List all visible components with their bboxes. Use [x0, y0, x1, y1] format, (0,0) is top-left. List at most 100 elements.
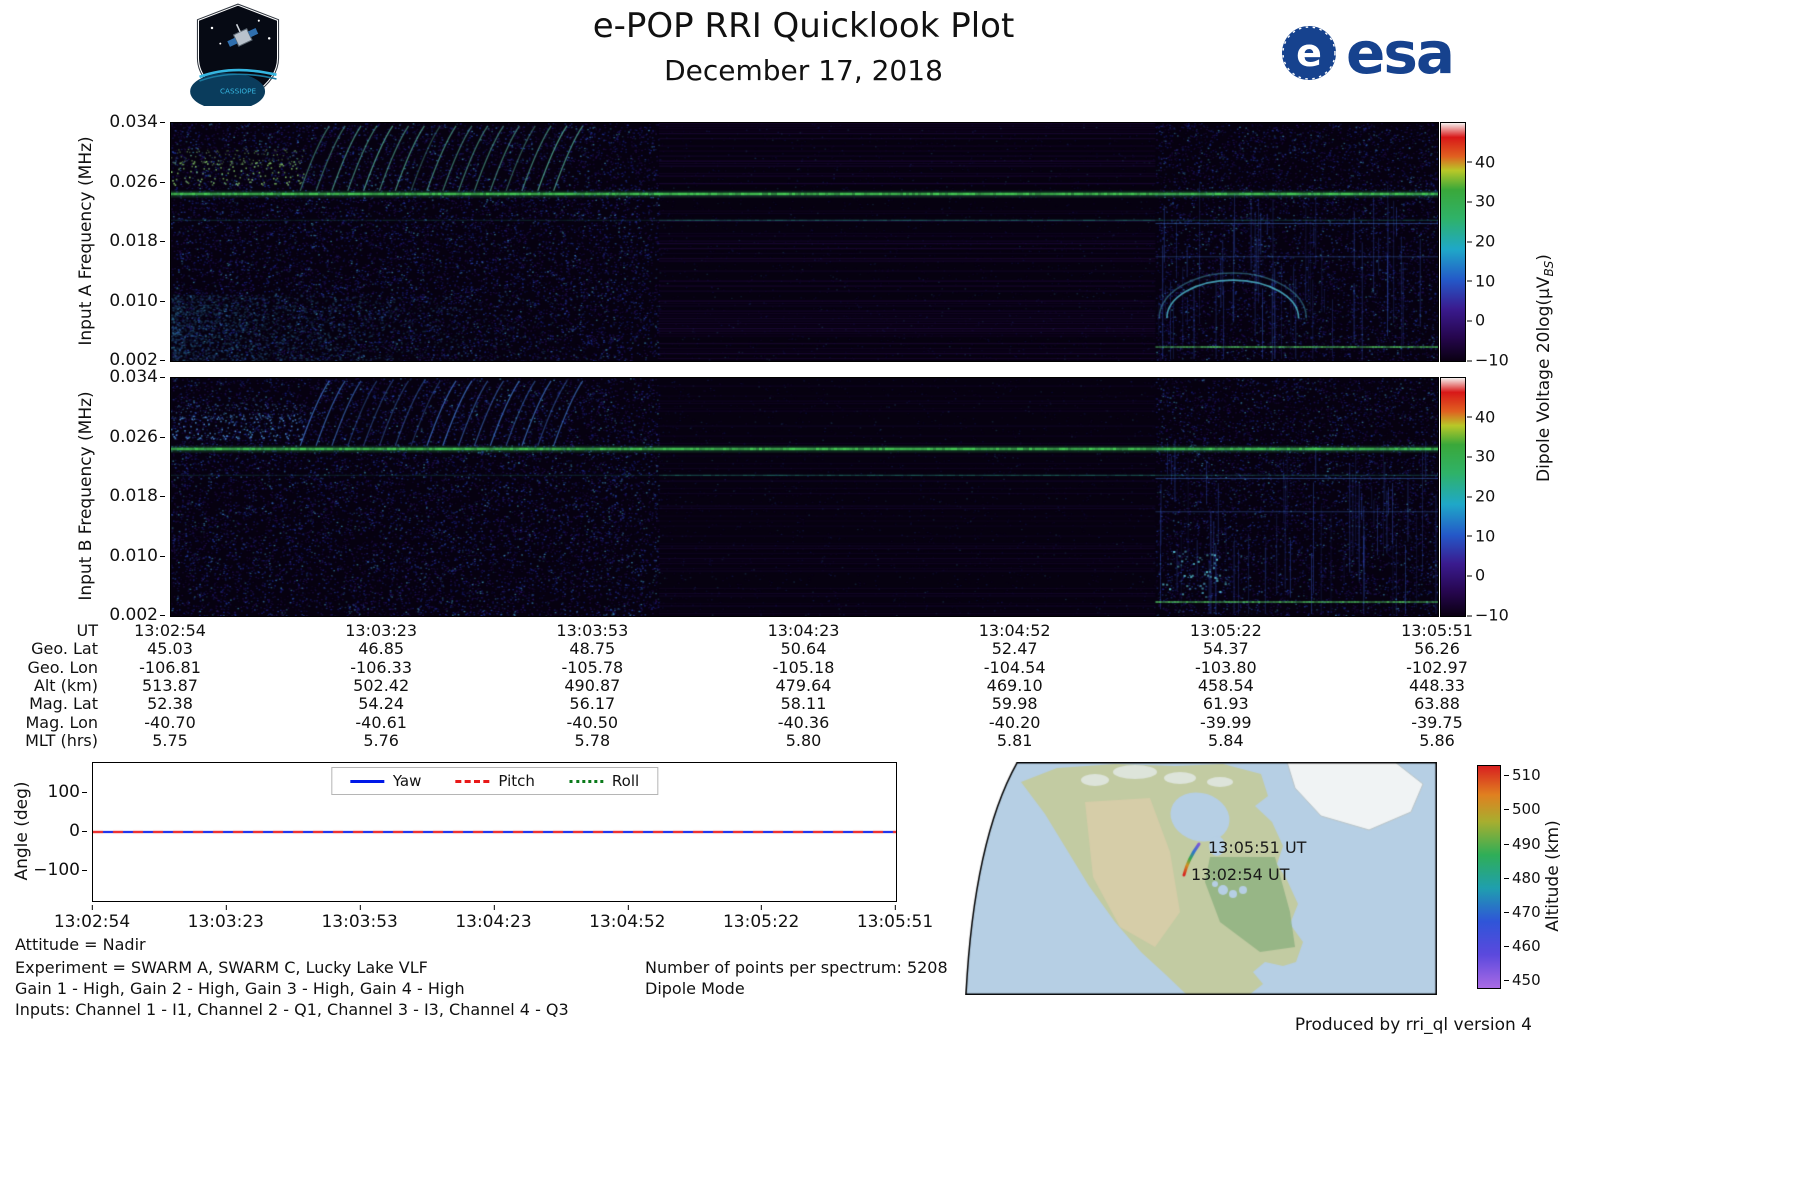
ephemeris-value: -40.70	[144, 712, 196, 732]
dipole-voltage-tick-label: 40	[1466, 407, 1496, 427]
ephemeris-value: 5.84	[1208, 730, 1244, 750]
inputs-note: Inputs: Channel 1 - I1, Channel 2 - Q1, …	[15, 1000, 569, 1019]
attitude-plot: Yaw Pitch Roll	[92, 762, 897, 902]
time-tick-label: 13:03:53	[321, 905, 398, 932]
altitude-tick-label: 470	[1504, 902, 1541, 921]
frequency-tick-label: 0.034	[109, 367, 165, 387]
dipole-voltage-tick-label: 10	[1466, 526, 1496, 546]
input-b-ytick-labels: 0.034 0.026 0.018 0.010 0.002	[100, 367, 165, 625]
gains-note: Gain 1 - High, Gain 2 - High, Gain 3 - H…	[15, 979, 465, 998]
ephemeris-row-label: MLT (hrs)	[25, 730, 98, 750]
time-tick-label: 13:05:22	[722, 905, 800, 932]
legend-item-pitch: Pitch	[455, 772, 535, 790]
ephemeris-value: 48.75	[569, 639, 616, 659]
ephemeris-row-label: UT	[76, 621, 98, 640]
dipole-label-subscript: BS	[1542, 260, 1557, 277]
ephemeris-value: 56.17	[569, 694, 616, 714]
ephemeris-value: -104.54	[983, 657, 1046, 677]
ephemeris-value: 13:04:52	[978, 621, 1051, 640]
satellite-icon	[227, 23, 259, 47]
ephemeris-row: Alt (km) 513.87 502.42 490.87 479.64 469.10 45…	[0, 675, 1560, 695]
input-a-ytick-labels: 0.034 0.026 0.018 0.010 0.002	[100, 112, 165, 370]
ephemeris-value: 50.64	[780, 639, 827, 659]
dipole-voltage-axis-label: Dipole Voltage 20log(μVBS)	[1534, 254, 1556, 482]
ephemeris-value: 448.33	[1409, 675, 1465, 695]
dipole-label-suffix: )	[1533, 254, 1554, 261]
track-end-time-label: 13:05:51 UT	[1208, 838, 1307, 857]
legend-label: Pitch	[498, 772, 535, 790]
track-start-time-label: 13:02:54 UT	[1191, 865, 1290, 884]
ephemeris-value: -39.99	[1200, 712, 1252, 732]
ephemeris-value: -106.81	[139, 657, 201, 677]
angle-tick-label: 100	[47, 781, 88, 802]
ground-track-map	[965, 762, 1437, 995]
ephemeris-value: 13:04:23	[767, 621, 840, 640]
time-tick-label: 13:04:52	[589, 905, 666, 932]
attitude-xtick-labels: 13:02:54 13:03:23 13:03:53 13:04:23 13:04:52…	[54, 905, 933, 932]
ephemeris-row-label: Mag. Lat	[29, 694, 98, 714]
legend-swatch-roll	[568, 779, 603, 783]
attitude-legend: Yaw Pitch Roll	[330, 767, 659, 795]
ephemeris-value: 5.81	[996, 730, 1033, 750]
ephemeris-value: 13:03:23	[345, 621, 418, 640]
input-b-spectrogram	[170, 377, 1439, 617]
dipole-voltage-tick-label: 0	[1466, 565, 1486, 585]
dipole-voltage-tick-label: 30	[1466, 191, 1496, 211]
altitude-tick-label: 510	[1504, 766, 1541, 785]
legend-label: Roll	[611, 772, 640, 790]
frequency-tick-label: 0.018	[109, 231, 165, 251]
esa-globe-icon: e	[1282, 26, 1336, 80]
experiment-note: Experiment = SWARM A, SWARM C, Lucky Lak…	[15, 958, 428, 977]
time-tick-label: 13:02:54	[53, 905, 131, 932]
ground-track-map-canvas	[965, 762, 1437, 995]
ephemeris-value: 469.10	[986, 675, 1043, 695]
esa-logo: e esa	[1280, 19, 1455, 87]
ephemeris-value: 13:05:22	[1189, 621, 1262, 640]
ephemeris-value: 5.80	[785, 730, 822, 750]
ephemeris-row-label: Mag. Lon	[25, 712, 99, 732]
page-subtitle: December 17, 2018	[664, 54, 943, 87]
ephemeris-value: -40.61	[355, 712, 407, 732]
ephemeris-row: Mag. Lon -40.70 -40.61 -40.50 -40.36 -40.20 -3…	[0, 712, 1560, 732]
ephemeris-value: 5.78	[574, 730, 611, 750]
ephemeris-value: 45.03	[147, 639, 193, 659]
ephemeris-value: 63.88	[1414, 694, 1460, 714]
ephemeris-value: 479.64	[775, 675, 832, 695]
dipole-voltage-tick-label: 20	[1466, 231, 1496, 251]
frequency-tick-label: 0.002	[109, 350, 165, 370]
ephemeris-value: 458.54	[1197, 675, 1254, 695]
dipole-voltage-tick-label: 0	[1466, 310, 1486, 330]
ephemeris-value: 13:05:51	[1401, 621, 1473, 640]
input-b-frequency-axis-label: Input B Frequency (MHz)	[76, 391, 96, 601]
dipole-mode-note: Dipole Mode	[645, 979, 745, 998]
esa-wordmark: esa	[1346, 19, 1455, 87]
ephemeris-row: Geo. Lon -106.81 -106.33 -105.78 -105.18 -104…	[0, 657, 1560, 677]
ephemeris-value: -40.36	[777, 712, 830, 732]
time-tick-label: 13:05:51	[856, 905, 934, 932]
page-title: e-POP RRI Quicklook Plot	[592, 6, 1015, 46]
produced-by-note: Produced by rri_ql version 4	[1294, 1015, 1532, 1035]
ephemeris-value: -106.33	[350, 657, 413, 677]
dipole-voltage-tick-label: 10	[1466, 271, 1496, 291]
input-a-frequency-axis-label: Input A Frequency (MHz)	[76, 136, 96, 346]
ephemeris-value: 52.47	[991, 639, 1038, 659]
ephemeris-value: 13:02:54	[134, 621, 206, 640]
ephemeris-row: UT 13:02:54 13:03:23 13:03:53 13:04:23 13:04:…	[0, 622, 1560, 640]
angle-tick-label: 0	[69, 821, 87, 841]
time-tick-label: 13:04:23	[455, 905, 532, 932]
angle-ytick-labels: 100 0 −100	[28, 762, 88, 900]
ephemeris-value: 502.42	[353, 675, 410, 695]
ephemeris-value: 513.87	[142, 675, 198, 695]
cassiope-mission-patch: CASSIOPE	[186, 2, 290, 111]
altitude-tick-label: 460	[1504, 937, 1541, 955]
ephemeris-row: Geo. Lat 45.03 46.85 48.75 50.64 52.47 54.37 56…	[0, 640, 1560, 658]
altitude-tick-label: 480	[1504, 868, 1541, 887]
dipole-voltage-tick-label: −10	[1467, 605, 1509, 625]
dipole-colorbar-b	[1440, 377, 1466, 617]
ephemeris-value: 13:03:53	[556, 621, 629, 640]
ephemeris-value: -40.20	[988, 712, 1041, 732]
ephemeris-value: 5.75	[152, 730, 188, 750]
frequency-tick-label: 0.010	[109, 545, 165, 566]
angle-tick-label: −100	[33, 860, 87, 881]
